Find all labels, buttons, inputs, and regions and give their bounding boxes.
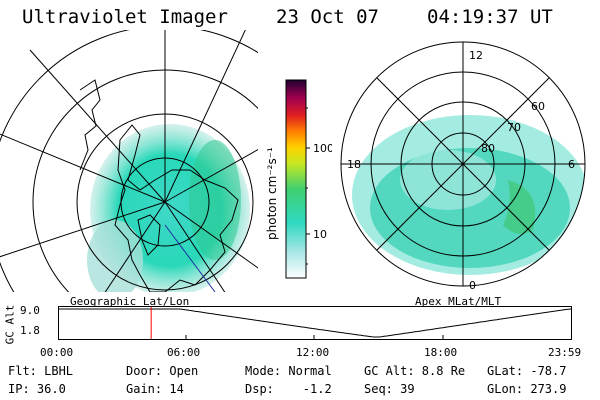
- altitude-xtick-0: 00:00: [40, 346, 74, 359]
- door-status: Door: Open: [126, 364, 199, 378]
- longitude-lines: [0, 30, 258, 292]
- altitude-ytick-top: 9.0: [20, 304, 40, 317]
- gain-status: Gain: 14: [126, 382, 184, 396]
- polar-cap-region: [400, 150, 496, 210]
- altitude-plot: [58, 306, 572, 340]
- mlt-label-6: 6: [568, 158, 575, 171]
- colorbar-unit-label: photon cm⁻²s⁻¹: [265, 147, 279, 240]
- glat-status: GLat: -78.7: [487, 364, 567, 378]
- dsp-status: Dsp: -1.2: [245, 382, 332, 396]
- aurora-bright-band-left: [189, 140, 241, 260]
- gc-alt-status: GC Alt: 8.8 Re: [364, 364, 466, 378]
- altitude-xtick-1: 06:00: [167, 346, 201, 359]
- altitude-ytick-bottom: 1.8: [20, 324, 40, 337]
- mlt-lines: [341, 42, 585, 286]
- mlat-label-60: 60: [531, 100, 545, 113]
- magnetic-polar-map: 12 18 6 0 60 70 80: [340, 41, 586, 292]
- mode-status: Mode: Normal: [245, 364, 332, 378]
- filter-status: Flt: LBHL: [8, 364, 74, 378]
- seq-status: Seq: 39: [364, 382, 415, 396]
- date-label: 23 Oct 07: [276, 6, 379, 28]
- colorbar: 100 10 photon cm⁻²s⁻¹: [265, 79, 332, 279]
- coastline-outlines: [79, 79, 239, 292]
- ip-status: IP: 36.0: [8, 382, 66, 396]
- altitude-xtick-2: 12:00: [296, 346, 330, 359]
- mlat-label-80: 80: [481, 142, 495, 155]
- aurora-bright-patch: [503, 180, 536, 234]
- altitude-xtick-4: 23:59: [548, 346, 582, 359]
- mlt-label-0: 0: [469, 279, 476, 292]
- geographic-map: [0, 30, 258, 292]
- glon-status: GLon: 273.9: [487, 382, 567, 396]
- mlt-label-18: 18: [347, 158, 361, 171]
- ground-track: [164, 224, 216, 292]
- mlat-label-70: 70: [507, 121, 521, 134]
- colorbar-gradient: [285, 79, 307, 279]
- time-label: 04:19:37 UT: [427, 6, 553, 28]
- colorbar-tick-10: 10: [313, 228, 327, 241]
- altitude-ylabel: GC Alt: [3, 304, 17, 345]
- left-map-caption: Geographic Lat/Lon: [70, 295, 190, 308]
- altitude-xtick-3: 18:00: [424, 346, 458, 359]
- right-map-caption: Apex MLat/MLT: [415, 295, 502, 308]
- instrument-title: Ultraviolet Imager: [22, 6, 228, 28]
- altitude-plot-frame: [58, 306, 572, 340]
- mlt-label-12: 12: [469, 49, 483, 62]
- colorbar-tick-100: 100: [313, 142, 332, 155]
- altitude-curve: [59, 308, 572, 338]
